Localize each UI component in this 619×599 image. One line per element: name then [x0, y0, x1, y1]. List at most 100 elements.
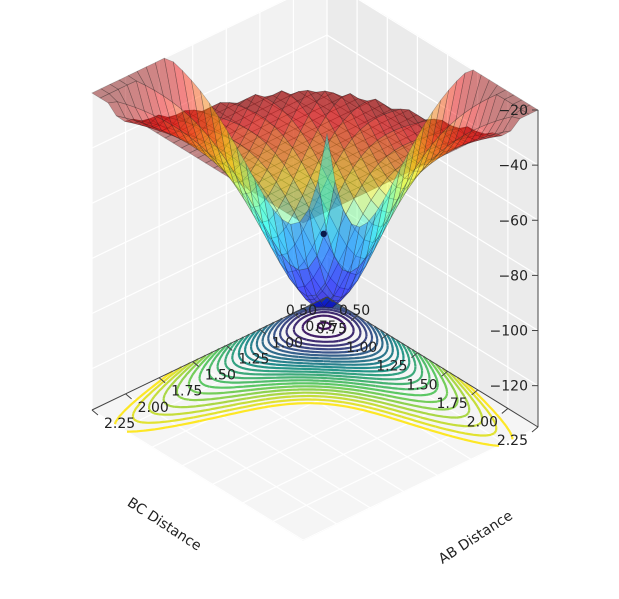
- surface-facet: [307, 255, 326, 296]
- surface-facet: [239, 129, 258, 152]
- surface-facet: [291, 103, 310, 132]
- surface-facet: [367, 169, 386, 180]
- surface-facet: [193, 106, 212, 113]
- surface-facet: [235, 174, 254, 215]
- surface-facet: [350, 105, 369, 131]
- surface-facet: [444, 145, 463, 153]
- z-tick-label: −40: [498, 158, 528, 174]
- surface-facet: [408, 109, 427, 124]
- x-tick-mark: [192, 361, 200, 367]
- surface-facet: [283, 147, 302, 158]
- surface-facet: [438, 118, 457, 154]
- surface-facet: [399, 109, 418, 120]
- surface-facet: [336, 130, 356, 141]
- surface-facet: [254, 178, 274, 190]
- y-tick-mark: [380, 333, 388, 340]
- surface-facet: [352, 156, 371, 186]
- contour-line: [198, 348, 439, 397]
- surface-facet: [285, 211, 304, 245]
- surface-facet: [213, 163, 232, 174]
- surface-facet: [246, 173, 265, 185]
- contour-line: [292, 310, 355, 343]
- surface-facet: [387, 186, 406, 201]
- surface-facet: [377, 156, 396, 179]
- surface-facet: [313, 106, 332, 117]
- surface-facet: [259, 132, 278, 143]
- surface-facet: [319, 177, 338, 215]
- surface-facet: [354, 213, 373, 241]
- surface-facet: [244, 103, 264, 114]
- surface-facet: [411, 153, 430, 166]
- surface-facet: [287, 109, 306, 120]
- surface-facet: [366, 98, 385, 119]
- surface-facet: [378, 177, 397, 199]
- surface-facet: [458, 126, 478, 138]
- surface-facet: [397, 167, 416, 205]
- y-tick-label: 0.75: [316, 322, 347, 338]
- surface-facet: [251, 205, 270, 223]
- surface-facet: [361, 173, 380, 201]
- surface-facet: [245, 94, 265, 105]
- surface-facet: [223, 156, 242, 173]
- surface-facet: [434, 131, 453, 145]
- surface-facet: [347, 255, 366, 276]
- surface-facet: [242, 131, 261, 142]
- surface-facet: [243, 198, 262, 223]
- surface-facet: [252, 213, 271, 239]
- surface-facet: [362, 136, 381, 147]
- surface-facet: [340, 280, 358, 302]
- trajectory-start-marker: [320, 230, 327, 237]
- surface-facet: [176, 109, 195, 123]
- surface-facet: [294, 124, 313, 135]
- surface-facet: [125, 103, 145, 124]
- surface-facet: [467, 126, 485, 136]
- surface-facet: [270, 246, 289, 273]
- surface-facet: [135, 80, 154, 116]
- surface-facet: [437, 140, 456, 159]
- surface-facet: [503, 94, 523, 105]
- surface-facet: [303, 208, 322, 220]
- surface-facet: [168, 130, 188, 139]
- surface-facet: [494, 116, 513, 135]
- surface-facet: [278, 253, 297, 273]
- surface-facet: [453, 131, 472, 150]
- surface-facet: [149, 114, 168, 125]
- surface-facet: [453, 141, 471, 149]
- surface-facet: [323, 92, 342, 103]
- surface-facet: [386, 169, 405, 188]
- surface-facet: [397, 128, 416, 139]
- surface-facet: [315, 90, 335, 98]
- surface-facet: [237, 93, 257, 110]
- surface-facet: [357, 242, 376, 281]
- surface-facet: [385, 160, 404, 171]
- x-axis-line: [91, 296, 328, 411]
- surface-facet: [375, 174, 395, 185]
- surface-facet: [375, 113, 395, 136]
- surface-facet: [280, 253, 299, 290]
- surface-facet: [520, 104, 539, 115]
- surface-facet: [233, 126, 253, 137]
- contour-line: [187, 351, 449, 404]
- surface-facet: [157, 118, 176, 130]
- surface-facet: [220, 102, 239, 122]
- z-gridline: [91, 0, 539, 111]
- surface-facet: [346, 228, 365, 257]
- y-tick-mark: [350, 315, 358, 321]
- surface-facet: [376, 134, 395, 157]
- surface-facet: [127, 70, 147, 87]
- surface-facet: [134, 106, 154, 128]
- surface-facet: [116, 101, 135, 121]
- surface-facet: [346, 116, 366, 127]
- surface-facet: [241, 172, 260, 194]
- surface-facet: [226, 112, 246, 123]
- surface-facet: [308, 101, 327, 131]
- surface-facet: [394, 145, 413, 164]
- surface-facet: [173, 128, 192, 140]
- surface-facet: [338, 245, 357, 273]
- surface-facet: [250, 183, 269, 207]
- surface-facet: [199, 126, 217, 163]
- surface-facet: [278, 193, 298, 205]
- surface-facet: [233, 135, 252, 146]
- surface-facet: [249, 158, 268, 185]
- surface-facet: [311, 124, 331, 135]
